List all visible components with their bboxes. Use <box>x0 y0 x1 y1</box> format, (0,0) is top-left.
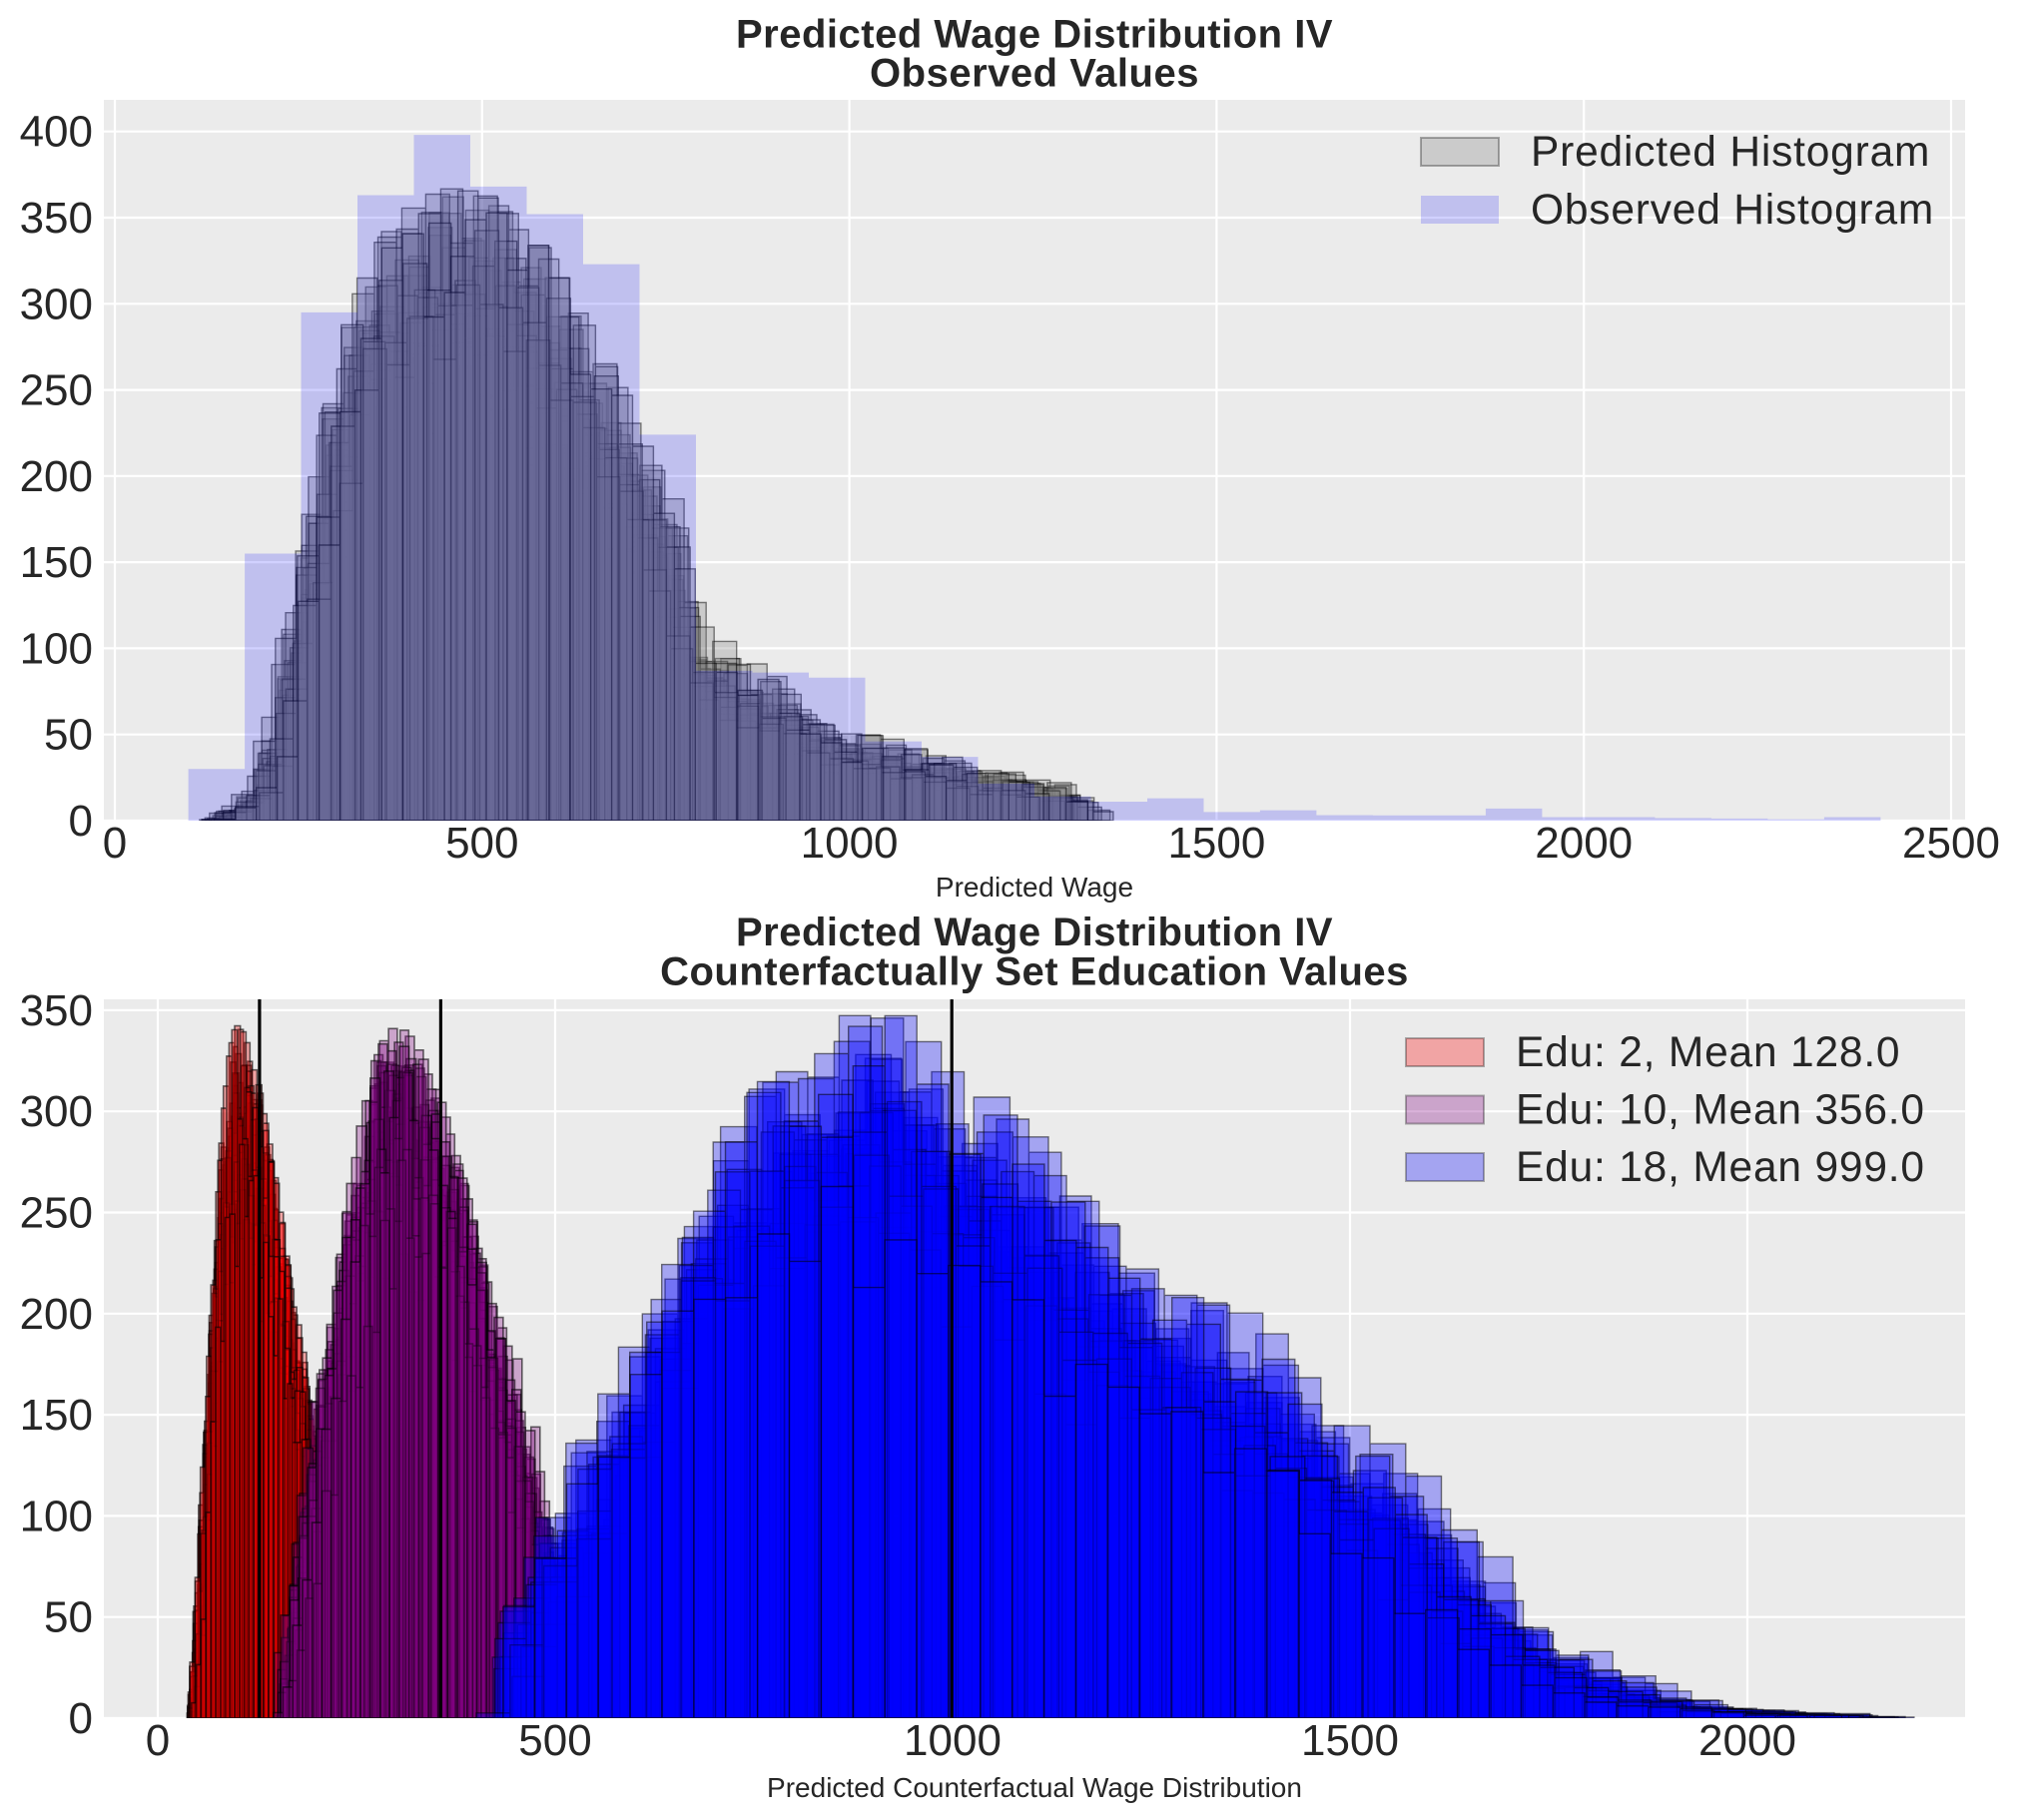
svg-text:200: 200 <box>20 1290 93 1339</box>
svg-text:0: 0 <box>103 819 127 868</box>
svg-text:50: 50 <box>44 711 93 760</box>
svg-text:Predicted Wage: Predicted Wage <box>936 872 1133 903</box>
svg-text:50: 50 <box>44 1593 93 1642</box>
svg-text:Edu: 2, Mean 128.0: Edu: 2, Mean 128.0 <box>1516 1029 1900 1076</box>
svg-text:250: 250 <box>20 1189 93 1238</box>
svg-text:500: 500 <box>445 819 518 868</box>
svg-text:150: 150 <box>20 1391 93 1440</box>
svg-text:350: 350 <box>20 986 93 1035</box>
svg-text:250: 250 <box>20 366 93 415</box>
svg-text:Observed Histogram: Observed Histogram <box>1531 187 1934 234</box>
svg-text:1500: 1500 <box>1301 1716 1399 1765</box>
svg-text:Observed Values: Observed Values <box>870 52 1199 96</box>
svg-text:400: 400 <box>20 108 93 157</box>
svg-text:1000: 1000 <box>801 819 899 868</box>
svg-text:2500: 2500 <box>1902 819 2000 868</box>
svg-text:150: 150 <box>20 538 93 587</box>
svg-text:1000: 1000 <box>904 1716 1002 1765</box>
svg-text:Predicted Wage Distribution IV: Predicted Wage Distribution IV <box>736 12 1333 56</box>
svg-text:Edu: 18, Mean 999.0: Edu: 18, Mean 999.0 <box>1516 1144 1925 1191</box>
svg-text:1500: 1500 <box>1167 819 1265 868</box>
svg-text:100: 100 <box>20 1492 93 1540</box>
svg-text:2000: 2000 <box>1535 819 1633 868</box>
svg-text:500: 500 <box>518 1716 591 1765</box>
svg-text:Predicted Wage Distribution IV: Predicted Wage Distribution IV <box>736 910 1333 954</box>
svg-text:0: 0 <box>69 797 93 846</box>
svg-text:300: 300 <box>20 280 93 328</box>
svg-text:2000: 2000 <box>1698 1716 1796 1765</box>
svg-text:100: 100 <box>20 624 93 673</box>
svg-text:0: 0 <box>146 1716 170 1765</box>
svg-text:200: 200 <box>20 452 93 501</box>
svg-text:0: 0 <box>69 1694 93 1743</box>
svg-text:Counterfactually Set Education: Counterfactually Set Education Values <box>660 949 1409 993</box>
svg-text:Edu: 10, Mean 356.0: Edu: 10, Mean 356.0 <box>1516 1087 1925 1134</box>
svg-text:Predicted Histogram: Predicted Histogram <box>1531 129 1930 176</box>
svg-text:Predicted Counterfactual Wage: Predicted Counterfactual Wage Distributi… <box>767 1772 1302 1803</box>
svg-text:350: 350 <box>20 194 93 243</box>
svg-text:300: 300 <box>20 1087 93 1136</box>
